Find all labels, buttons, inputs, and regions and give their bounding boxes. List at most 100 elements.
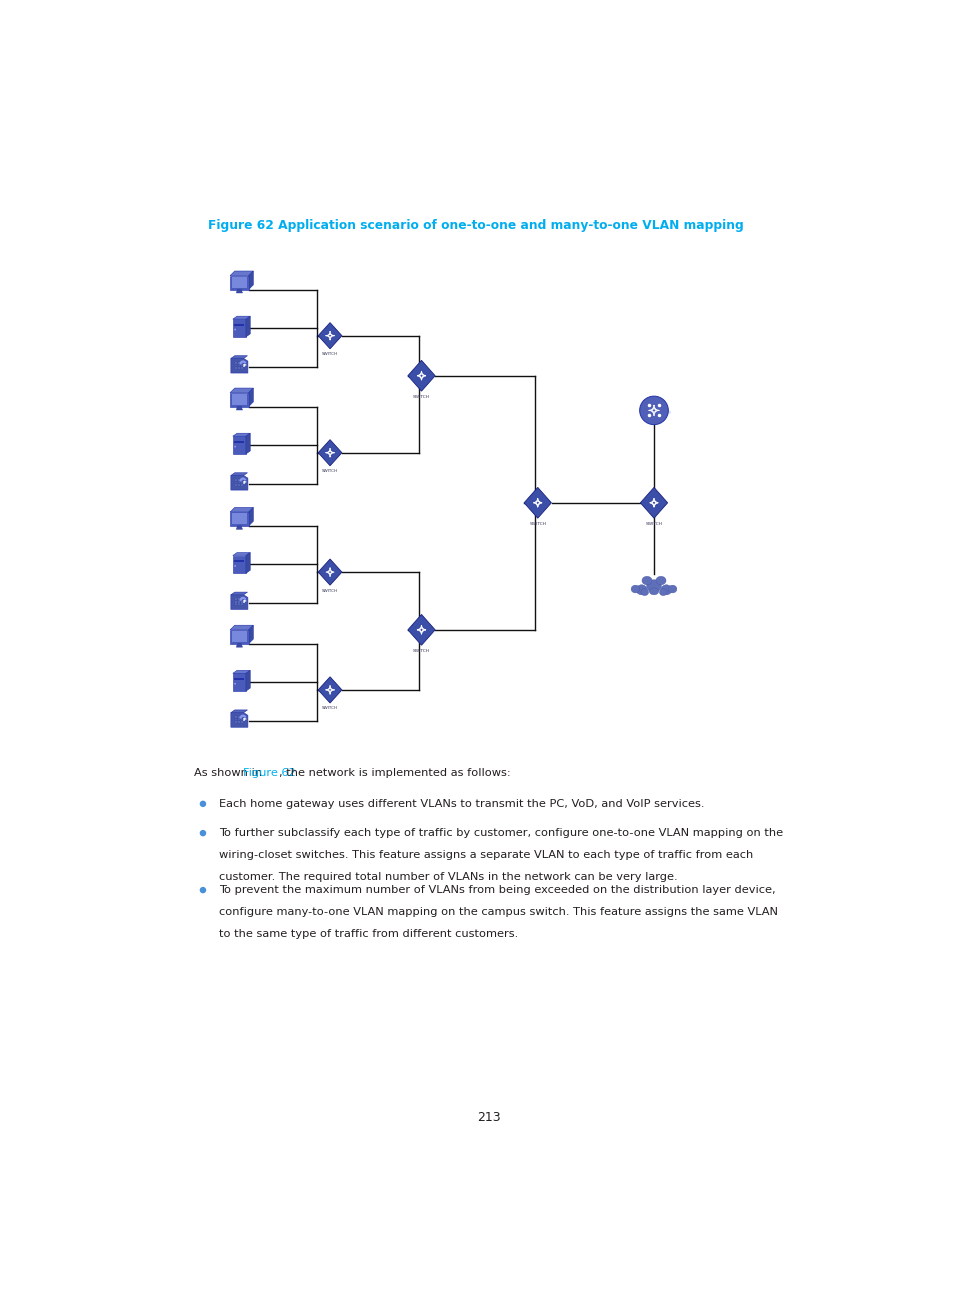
Text: configure many-to-one VLAN mapping on the campus switch. This feature assigns th: configure many-to-one VLAN mapping on th… [219, 907, 778, 918]
Text: SWITCH: SWITCH [529, 522, 546, 526]
Polygon shape [231, 473, 247, 476]
Ellipse shape [660, 584, 671, 595]
Text: Each home gateway uses different VLANs to transmit the PC, VoD, and VoIP service: Each home gateway uses different VLANs t… [219, 800, 704, 809]
FancyBboxPatch shape [234, 364, 236, 367]
FancyBboxPatch shape [234, 604, 236, 605]
FancyBboxPatch shape [237, 719, 240, 721]
Polygon shape [246, 316, 250, 337]
Text: Figure 62: Figure 62 [242, 769, 295, 779]
Ellipse shape [641, 577, 652, 584]
Polygon shape [231, 592, 247, 595]
FancyBboxPatch shape [241, 604, 243, 605]
Ellipse shape [631, 586, 639, 592]
FancyBboxPatch shape [241, 721, 243, 723]
Circle shape [199, 886, 206, 893]
Text: , the network is implemented as follows:: , the network is implemented as follows: [279, 769, 510, 779]
FancyBboxPatch shape [237, 599, 240, 600]
Polygon shape [246, 670, 250, 691]
Polygon shape [231, 355, 247, 359]
FancyBboxPatch shape [234, 324, 244, 325]
Polygon shape [230, 508, 253, 512]
Polygon shape [249, 271, 253, 289]
Ellipse shape [640, 588, 648, 596]
FancyBboxPatch shape [234, 560, 244, 562]
Circle shape [233, 329, 235, 330]
Polygon shape [249, 508, 253, 526]
Polygon shape [230, 625, 253, 630]
FancyBboxPatch shape [241, 362, 243, 364]
Polygon shape [318, 677, 341, 702]
Polygon shape [231, 595, 248, 609]
FancyBboxPatch shape [241, 719, 243, 721]
FancyBboxPatch shape [241, 482, 243, 483]
Text: customer. The required total number of VLANs in the network can be very large.: customer. The required total number of V… [219, 872, 678, 883]
Ellipse shape [646, 579, 660, 592]
FancyBboxPatch shape [234, 678, 244, 680]
FancyBboxPatch shape [234, 362, 236, 364]
Circle shape [639, 397, 668, 425]
Polygon shape [236, 289, 242, 293]
Polygon shape [230, 388, 253, 393]
Polygon shape [236, 407, 242, 410]
Text: to the same type of traffic from different customers.: to the same type of traffic from differe… [219, 929, 517, 940]
Polygon shape [249, 625, 253, 644]
FancyBboxPatch shape [241, 601, 243, 603]
Text: IP: IP [242, 364, 247, 368]
Polygon shape [246, 552, 250, 573]
Polygon shape [230, 393, 249, 407]
Text: IP: IP [242, 600, 247, 604]
Polygon shape [233, 670, 250, 674]
Polygon shape [318, 439, 341, 465]
Polygon shape [233, 674, 246, 691]
Polygon shape [318, 559, 341, 586]
FancyBboxPatch shape [234, 367, 236, 368]
Polygon shape [231, 359, 248, 373]
Ellipse shape [649, 588, 658, 595]
Text: IP: IP [242, 481, 247, 485]
Ellipse shape [668, 586, 676, 592]
Text: SWITCH: SWITCH [322, 469, 337, 473]
Polygon shape [233, 433, 250, 437]
FancyBboxPatch shape [241, 717, 243, 718]
FancyBboxPatch shape [234, 441, 244, 443]
Polygon shape [408, 360, 435, 391]
Polygon shape [230, 512, 249, 526]
Text: SWITCH: SWITCH [322, 353, 337, 356]
Polygon shape [230, 630, 249, 644]
Polygon shape [236, 644, 242, 647]
Circle shape [233, 565, 235, 566]
Ellipse shape [639, 408, 671, 416]
FancyBboxPatch shape [241, 480, 243, 481]
Polygon shape [233, 437, 246, 454]
FancyBboxPatch shape [234, 599, 236, 600]
FancyBboxPatch shape [232, 513, 247, 524]
FancyBboxPatch shape [241, 364, 243, 367]
Polygon shape [249, 388, 253, 407]
Text: Figure 62 Application scenario of one-to-one and many-to-one VLAN mapping: Figure 62 Application scenario of one-to… [208, 219, 743, 232]
Polygon shape [233, 552, 250, 556]
FancyBboxPatch shape [237, 362, 240, 364]
FancyBboxPatch shape [237, 482, 240, 483]
Ellipse shape [656, 577, 665, 584]
Circle shape [233, 446, 235, 447]
FancyBboxPatch shape [232, 631, 247, 642]
Polygon shape [408, 614, 435, 645]
FancyBboxPatch shape [237, 367, 240, 368]
Polygon shape [231, 476, 248, 490]
Polygon shape [639, 487, 667, 518]
FancyBboxPatch shape [237, 364, 240, 367]
Text: To prevent the maximum number of VLANs from being exceeded on the distribution l: To prevent the maximum number of VLANs f… [219, 885, 775, 896]
Polygon shape [233, 319, 246, 337]
Circle shape [199, 829, 206, 836]
Polygon shape [230, 271, 253, 276]
Text: SWITCH: SWITCH [322, 588, 337, 592]
Polygon shape [523, 487, 551, 518]
Polygon shape [318, 323, 341, 349]
Text: SWITCH: SWITCH [413, 649, 430, 653]
FancyBboxPatch shape [232, 277, 247, 288]
FancyBboxPatch shape [234, 480, 236, 481]
Text: SWITCH: SWITCH [322, 706, 337, 710]
Text: SWITCH: SWITCH [413, 395, 430, 399]
Ellipse shape [636, 584, 646, 595]
FancyBboxPatch shape [234, 482, 236, 483]
